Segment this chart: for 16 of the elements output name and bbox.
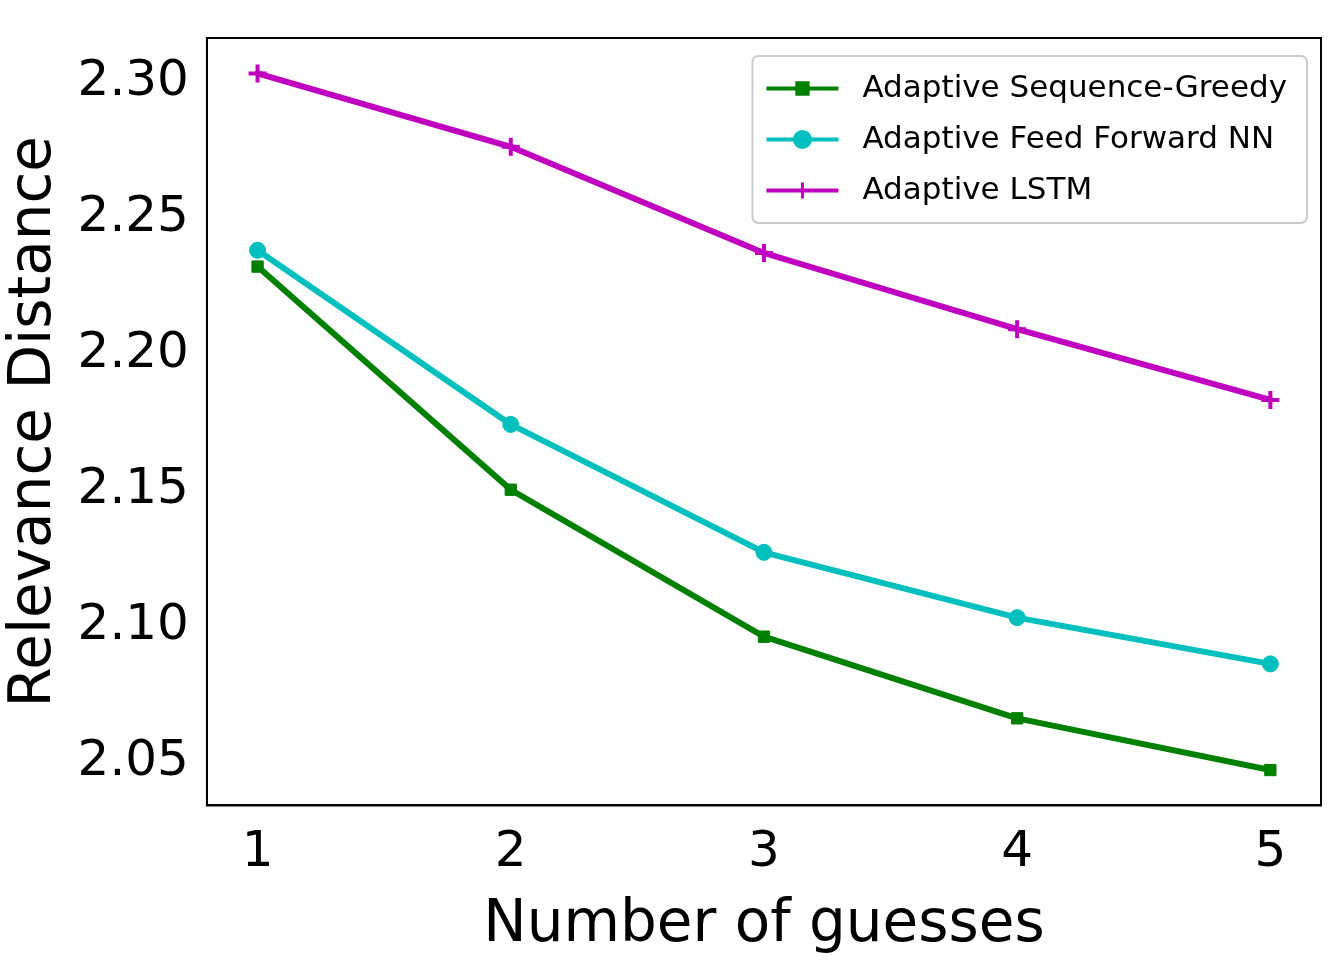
legend-label: Adaptive Feed Forward NN	[862, 118, 1275, 155]
x-tick-label: 1	[241, 820, 274, 879]
y-axis-title: Relevance Distance	[0, 135, 64, 708]
y-tick-label: 2.05	[77, 728, 189, 787]
y-tick-label: 2.25	[77, 184, 189, 243]
y-tick-label: 2.30	[77, 48, 189, 107]
y-tick-label: 2.20	[77, 320, 189, 379]
x-tick-label: 3	[748, 820, 780, 879]
legend-label: Adaptive Sequence-Greedy	[862, 67, 1288, 104]
x-tick-label: 4	[1001, 820, 1034, 879]
x-axis-title: Number of guesses	[483, 887, 1045, 956]
x-tick-label: 2	[494, 820, 527, 879]
x-tick-label: 5	[1254, 820, 1287, 879]
y-tick-label: 2.10	[77, 592, 189, 651]
legend-label: Adaptive LSTM	[862, 169, 1093, 206]
y-tick-label: 2.15	[77, 456, 189, 515]
